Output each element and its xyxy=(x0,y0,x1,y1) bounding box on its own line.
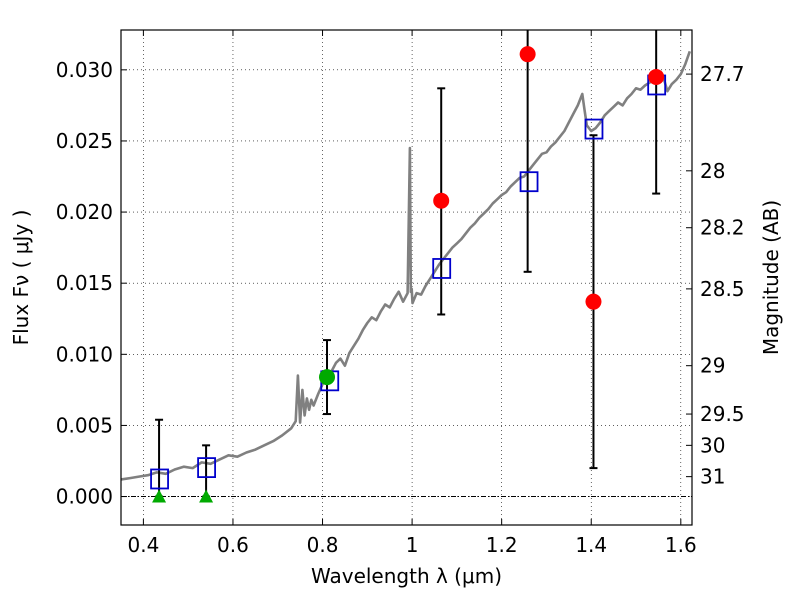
upper-limit-triangle-marker xyxy=(152,489,167,503)
y-tick-label: 0.005 xyxy=(56,413,113,437)
model-square-marker xyxy=(519,171,539,193)
y-tick-label: 0.000 xyxy=(56,485,113,509)
x-tick-label: 1.6 xyxy=(665,533,697,557)
x-tick-label: 0.4 xyxy=(127,533,159,557)
right-tick-label: 28.2 xyxy=(700,216,745,240)
y-tick-label: 0.010 xyxy=(56,342,113,366)
right-tick-label: 29.5 xyxy=(700,402,745,426)
y-tick-label: 0.020 xyxy=(56,200,113,224)
right-tick-label: 29 xyxy=(700,354,725,378)
model-square-marker xyxy=(150,468,169,490)
observed-circle-marker xyxy=(519,46,536,63)
y-tick-label: 0.030 xyxy=(56,58,113,82)
x-tick-label: 0.8 xyxy=(307,533,339,557)
right-axis-label: Magnitude (AB) xyxy=(759,200,783,355)
right-tick-label: 30 xyxy=(700,433,725,457)
y-axis-label: Flux Fν ( μJy ) xyxy=(9,210,33,346)
ticks: 0.4 0.6 0.8 1 1.2 1.4 1.6 0.000 0.005 0.010 0.015 0… xyxy=(56,30,745,557)
spectrum-line xyxy=(121,50,692,481)
x-tick-label: 0.6 xyxy=(217,533,249,557)
x-tick-label: 1.2 xyxy=(486,533,518,557)
x-axis-label: Wavelength λ (μm) xyxy=(311,564,502,588)
model-square-marker xyxy=(432,258,452,279)
x-tick-label: 1 xyxy=(406,533,419,557)
right-tick-label: 27.7 xyxy=(700,62,745,86)
x-tick-label: 1.4 xyxy=(575,533,607,557)
upper-limit-triangle-marker xyxy=(199,489,214,503)
observed-circle-marker xyxy=(319,369,336,386)
y-tick-label: 0.015 xyxy=(56,271,113,295)
plot-frame xyxy=(120,29,693,526)
observed-circle-marker xyxy=(585,293,602,310)
model-square-marker xyxy=(584,118,604,140)
observed-circle-marker xyxy=(648,68,665,85)
right-tick-label: 28 xyxy=(700,159,725,183)
plot-area xyxy=(121,30,692,503)
right-tick-label: 31 xyxy=(700,465,725,489)
observed-circle-marker xyxy=(433,192,450,209)
y-tick-label: 0.025 xyxy=(56,129,113,153)
model-square-marker xyxy=(197,457,216,479)
grid xyxy=(121,30,692,525)
right-tick-label: 28.5 xyxy=(700,277,745,301)
